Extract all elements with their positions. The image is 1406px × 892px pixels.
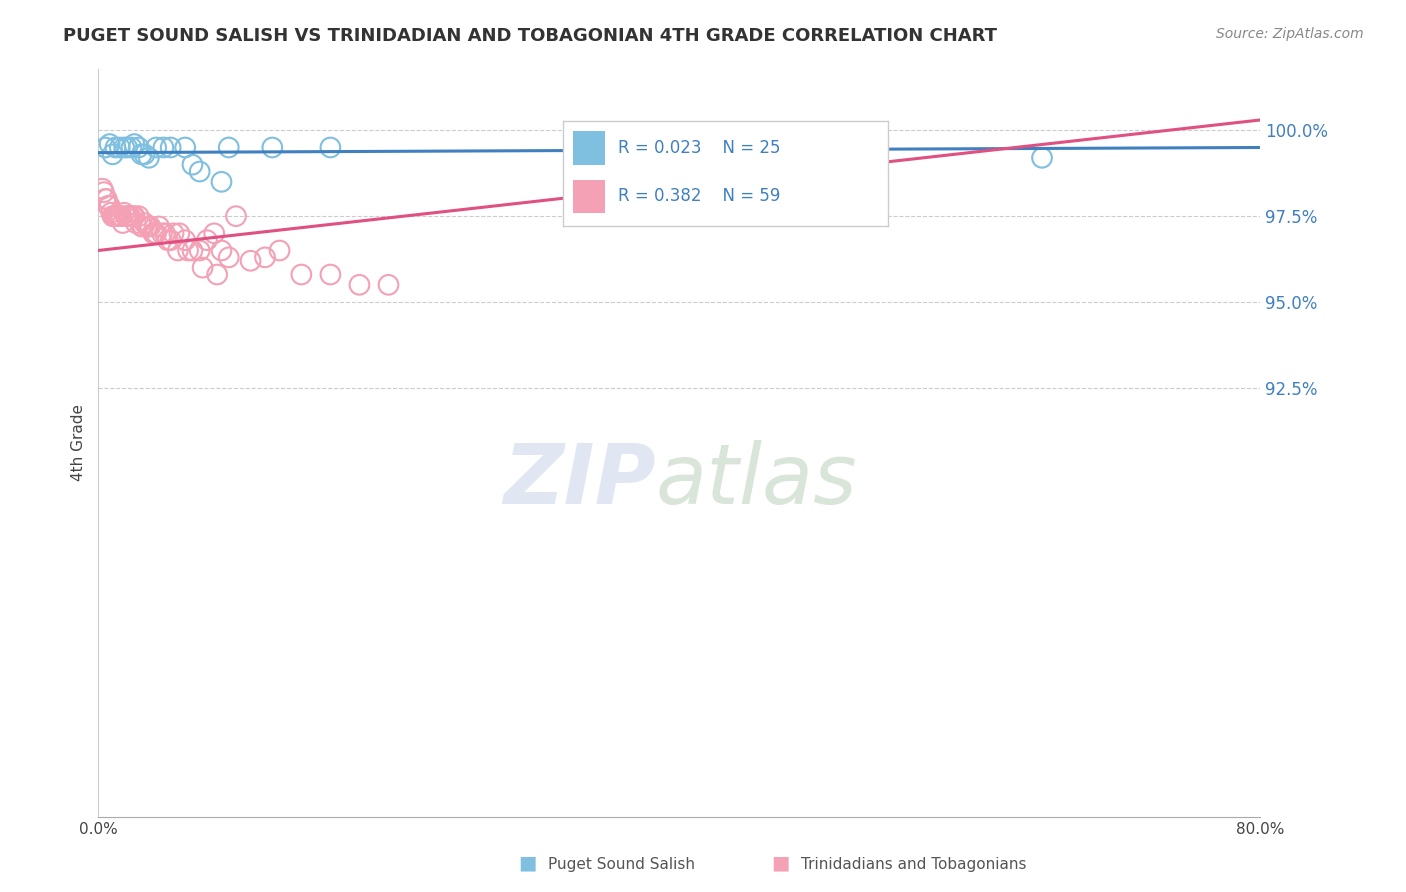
Point	[174, 233, 197, 247]
Point	[108, 209, 131, 223]
Point	[205, 268, 228, 282]
Point	[97, 199, 120, 213]
Point	[115, 209, 138, 223]
Point	[93, 185, 115, 199]
Point	[104, 140, 127, 154]
Text: ■: ■	[770, 854, 790, 872]
Text: Trinidadians and Tobagonians: Trinidadians and Tobagonians	[801, 857, 1026, 872]
Point	[136, 219, 159, 234]
Point	[100, 205, 122, 219]
Point	[112, 205, 135, 219]
Point	[174, 140, 197, 154]
Point	[125, 216, 148, 230]
Point	[120, 140, 142, 154]
Point	[153, 227, 176, 241]
Point	[134, 216, 156, 230]
Point	[349, 277, 371, 292]
Text: ■: ■	[517, 854, 537, 872]
Point	[159, 233, 181, 247]
Point	[124, 209, 146, 223]
Point	[202, 227, 225, 241]
Point	[290, 268, 312, 282]
Point	[262, 140, 284, 154]
Point	[269, 244, 291, 258]
Point	[132, 219, 155, 234]
Point	[177, 244, 200, 258]
Point	[188, 164, 211, 178]
Point	[124, 136, 146, 151]
Text: Source: ZipAtlas.com: Source: ZipAtlas.com	[1216, 27, 1364, 41]
Point	[104, 209, 127, 223]
Y-axis label: 4th Grade: 4th Grade	[72, 404, 86, 482]
Point	[191, 260, 214, 275]
Point	[319, 140, 342, 154]
Point	[150, 227, 173, 241]
Point	[103, 209, 125, 223]
Text: PUGET SOUND SALISH VS TRINIDADIAN AND TOBAGONIAN 4TH GRADE CORRELATION CHART: PUGET SOUND SALISH VS TRINIDADIAN AND TO…	[63, 27, 997, 45]
Point	[139, 219, 162, 234]
Point	[218, 251, 240, 265]
Text: ZIP: ZIP	[503, 440, 655, 521]
Point	[162, 227, 184, 241]
Point	[145, 227, 167, 241]
Point	[169, 227, 191, 241]
Point	[152, 140, 174, 154]
Point	[98, 199, 121, 213]
Point	[131, 219, 153, 234]
Point	[218, 140, 240, 154]
Point	[143, 227, 166, 241]
Point	[156, 233, 179, 247]
Point	[107, 209, 129, 223]
Point	[94, 192, 117, 206]
Point	[108, 140, 131, 154]
Point	[211, 244, 233, 258]
Point	[105, 209, 128, 223]
Point	[96, 192, 118, 206]
Text: Puget Sound Salish: Puget Sound Salish	[548, 857, 696, 872]
Point	[101, 209, 124, 223]
Point	[813, 140, 835, 154]
Point	[131, 147, 153, 161]
Point	[211, 175, 233, 189]
Point	[319, 268, 342, 282]
Point	[91, 182, 114, 196]
Point	[98, 136, 121, 151]
Point	[138, 219, 160, 234]
Point	[195, 233, 218, 247]
Point	[148, 219, 170, 234]
Point	[254, 251, 277, 265]
Point	[111, 216, 134, 230]
Text: atlas: atlas	[655, 440, 858, 521]
Point	[114, 209, 136, 223]
Point	[159, 140, 181, 154]
Point	[128, 140, 150, 154]
Point	[128, 209, 150, 223]
Point	[1031, 151, 1053, 165]
Point	[239, 253, 262, 268]
Point	[167, 244, 190, 258]
Point	[377, 277, 399, 292]
Point	[118, 209, 141, 223]
Point	[188, 244, 211, 258]
Point	[134, 147, 156, 161]
Point	[138, 151, 160, 165]
Point	[225, 209, 247, 223]
Point	[112, 140, 135, 154]
Point	[142, 227, 165, 241]
Point	[122, 209, 145, 223]
Point	[110, 209, 132, 223]
Point	[117, 209, 139, 223]
Point	[94, 140, 117, 154]
Point	[115, 140, 138, 154]
Point	[181, 244, 204, 258]
Point	[145, 140, 167, 154]
Point	[101, 147, 124, 161]
Point	[181, 158, 204, 172]
